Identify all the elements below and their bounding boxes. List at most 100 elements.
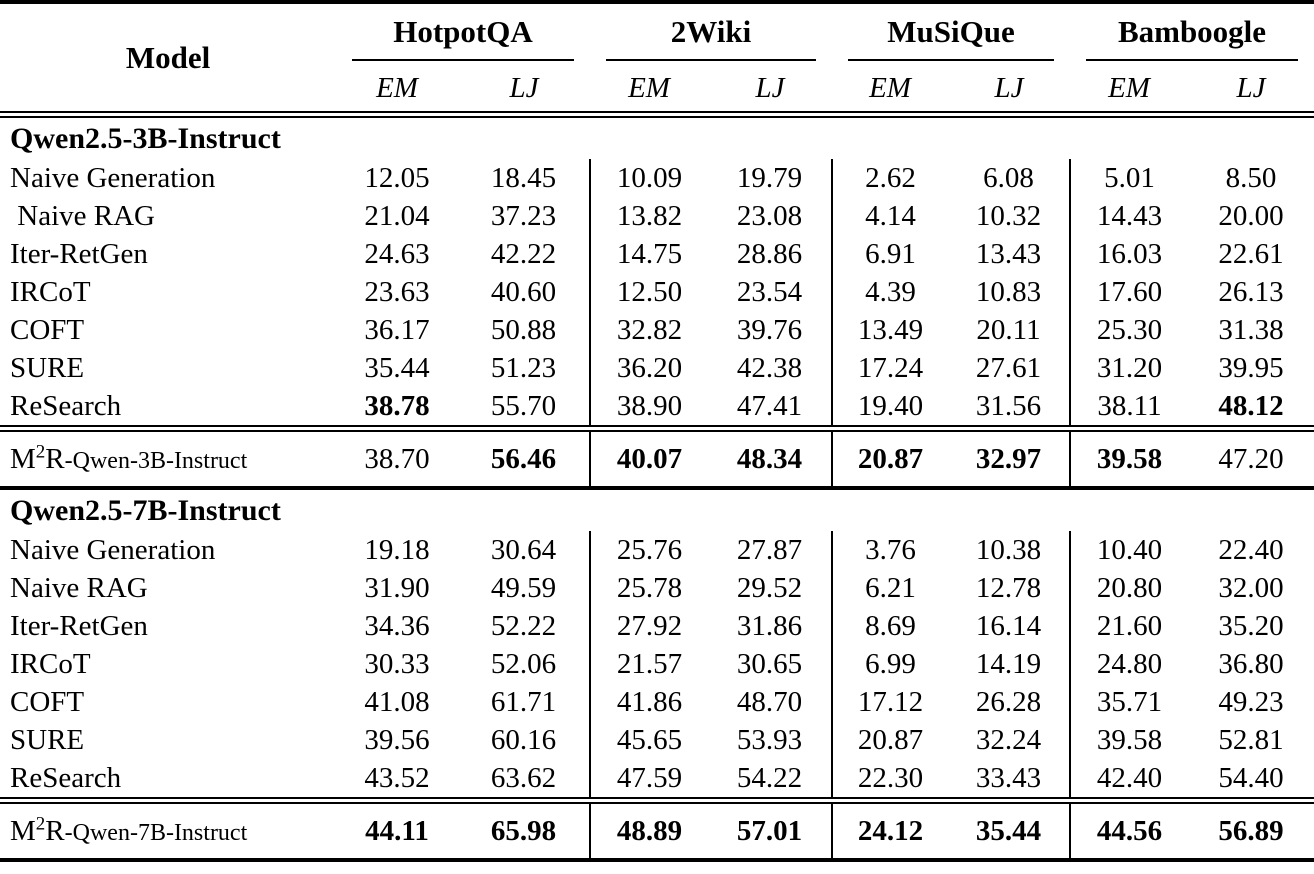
metric-value-cell: 31.90 bbox=[364, 571, 430, 604]
metric-value-cell: 21.57 bbox=[589, 645, 708, 683]
model-name-cell: COFT bbox=[10, 685, 85, 718]
metric-value-cell: 50.88 bbox=[490, 313, 557, 346]
metric-value-cell: 14.43 bbox=[1069, 197, 1188, 235]
method-row: Naive RAG 31.90 49.59 25.78 29.52 6.21 12.78 20… bbox=[0, 569, 1314, 607]
metric-value-cell: 48.70 bbox=[736, 685, 803, 718]
metric-value-cell: 48.34 bbox=[736, 442, 803, 475]
metric-value-cell: 16.14 bbox=[975, 609, 1042, 642]
metric-value-cell: 38.11 bbox=[1069, 387, 1188, 426]
metric-value-cell: 13.49 bbox=[831, 311, 948, 349]
metric-value-cell: 54.22 bbox=[736, 761, 803, 794]
metric-value-cell: 26.28 bbox=[975, 685, 1042, 718]
metric-value-cell: 49.59 bbox=[490, 571, 557, 604]
metric-value-cell: 16.03 bbox=[1069, 235, 1188, 273]
metric-value-cell: 22.61 bbox=[1218, 237, 1284, 270]
metric-value-cell: 51.23 bbox=[490, 351, 557, 384]
header-bottom-rule bbox=[0, 111, 1314, 118]
metric-value-cell: 36.17 bbox=[364, 313, 430, 346]
metric-value-cell: 21.04 bbox=[364, 199, 430, 232]
metric-value-cell: 36.80 bbox=[1218, 647, 1284, 680]
metric-value-cell: 3.76 bbox=[831, 531, 948, 569]
metric-value-cell: 52.22 bbox=[490, 609, 557, 642]
metric-value-cell: 17.12 bbox=[831, 683, 948, 721]
metric-value-cell: 10.38 bbox=[975, 533, 1042, 566]
metric-value-cell: 35.20 bbox=[1218, 609, 1284, 642]
metric-value-cell: 29.52 bbox=[736, 571, 803, 604]
metric-header-em: EM bbox=[628, 72, 670, 104]
metric-value-cell: 13.82 bbox=[589, 197, 708, 235]
model-name-cell: Naive Generation bbox=[10, 161, 216, 194]
metric-value-cell: 32.97 bbox=[975, 442, 1042, 475]
method-row: COFT 36.17 50.88 32.82 39.76 13.49 20.11 25.30 3… bbox=[0, 311, 1314, 349]
metric-value-cell: 44.11 bbox=[365, 814, 429, 847]
section-title-row: Qwen2.5-3B-Instruct bbox=[0, 117, 1314, 159]
metric-header-lj: LJ bbox=[994, 72, 1024, 104]
column-group-bamboogle: Bamboogle bbox=[1117, 14, 1267, 49]
section-title: Qwen2.5-7B-Instruct bbox=[10, 493, 281, 527]
metric-value-cell: 49.23 bbox=[1218, 685, 1284, 718]
group-underline bbox=[590, 54, 832, 66]
metric-value-cell: 20.11 bbox=[976, 313, 1041, 346]
metric-value-cell: 24.12 bbox=[831, 803, 948, 860]
metric-value-cell: 17.24 bbox=[831, 349, 948, 387]
method-row: Naive RAG 21.04 37.23 13.82 23.08 4.14 10.32 14… bbox=[0, 197, 1314, 235]
metric-value-cell: 63.62 bbox=[490, 761, 557, 794]
metric-header-lj: LJ bbox=[509, 72, 539, 104]
method-row: Iter-RetGen 24.63 42.22 14.75 28.86 6.91 13.43… bbox=[0, 235, 1314, 273]
metric-value-cell: 10.83 bbox=[975, 275, 1042, 308]
metric-header-em: EM bbox=[869, 72, 911, 104]
method-row: ReSearch 38.78 55.70 38.90 47.41 19.40 31.56 38… bbox=[0, 387, 1314, 426]
metric-value-cell: 17.60 bbox=[1069, 273, 1188, 311]
method-row: IRCoT 30.33 52.06 21.57 30.65 6.99 14.19 24.80 3… bbox=[0, 645, 1314, 683]
metric-value-cell: 2.62 bbox=[831, 159, 948, 197]
section-title-row: Qwen2.5-7B-Instruct bbox=[0, 490, 1314, 531]
metric-value-cell: 56.46 bbox=[490, 442, 557, 475]
metric-value-cell: 20.87 bbox=[831, 721, 948, 759]
summary-top-rule bbox=[0, 425, 1314, 432]
metric-value-cell: 43.52 bbox=[364, 761, 430, 794]
metric-value-cell: 39.95 bbox=[1218, 351, 1284, 384]
metric-value-cell: 39.76 bbox=[736, 313, 803, 346]
metric-value-cell: 53.93 bbox=[736, 723, 803, 756]
metric-value-cell: 41.86 bbox=[589, 683, 708, 721]
model-column-header: Model bbox=[125, 39, 211, 75]
metric-value-cell: 14.19 bbox=[975, 647, 1042, 680]
metric-value-cell: 36.20 bbox=[589, 349, 708, 387]
group-underline bbox=[336, 54, 590, 66]
method-row: ReSearch 43.52 63.62 47.59 54.22 22.30 33.43 42… bbox=[0, 759, 1314, 798]
metric-value-cell: 10.40 bbox=[1069, 531, 1188, 569]
model-name-cell: SURE bbox=[10, 351, 85, 384]
summary-top-rule bbox=[0, 425, 1314, 432]
method-row: SURE 39.56 60.16 45.65 53.93 20.87 32.24 39.58 5… bbox=[0, 721, 1314, 759]
metric-value-cell: 8.50 bbox=[1225, 161, 1277, 194]
metric-value-cell: 38.70 bbox=[364, 442, 430, 475]
metric-value-cell: 12.05 bbox=[364, 161, 430, 194]
metric-value-cell: 27.87 bbox=[736, 533, 803, 566]
metric-value-cell: 12.78 bbox=[975, 571, 1042, 604]
metric-value-cell: 26.13 bbox=[1218, 275, 1284, 308]
metric-value-cell: 41.08 bbox=[364, 685, 430, 718]
metric-value-cell: 5.01 bbox=[1069, 159, 1188, 197]
header-underline-row bbox=[0, 54, 1314, 66]
metric-value-cell: 42.38 bbox=[736, 351, 803, 384]
model-name-cell: IRCoT bbox=[10, 647, 91, 680]
metric-value-cell: 55.70 bbox=[490, 389, 557, 422]
model-name-cell: Naive RAG bbox=[10, 571, 148, 604]
metric-value-cell: 47.20 bbox=[1218, 442, 1284, 475]
metric-value-cell: 42.22 bbox=[490, 237, 557, 270]
metric-value-cell: 35.44 bbox=[975, 814, 1042, 847]
metric-value-cell: 19.79 bbox=[736, 161, 803, 194]
header-bottom-rule bbox=[0, 111, 1314, 118]
metric-value-cell: 34.36 bbox=[364, 609, 430, 642]
header-metric-row: EM LJ EM LJ EM LJ EM LJ bbox=[0, 66, 1314, 112]
metric-value-cell: 25.78 bbox=[589, 569, 708, 607]
model-name-cell: ReSearch bbox=[10, 761, 122, 794]
summary-top-rule bbox=[0, 797, 1314, 804]
method-row: SURE 35.44 51.23 36.20 42.38 17.24 27.61 31.20 3… bbox=[0, 349, 1314, 387]
metric-value-cell: 47.41 bbox=[736, 389, 803, 422]
metric-value-cell: 6.21 bbox=[831, 569, 948, 607]
metric-value-cell: 20.80 bbox=[1069, 569, 1188, 607]
metric-value-cell: 23.63 bbox=[364, 275, 430, 308]
metric-value-cell: 10.32 bbox=[975, 199, 1042, 232]
